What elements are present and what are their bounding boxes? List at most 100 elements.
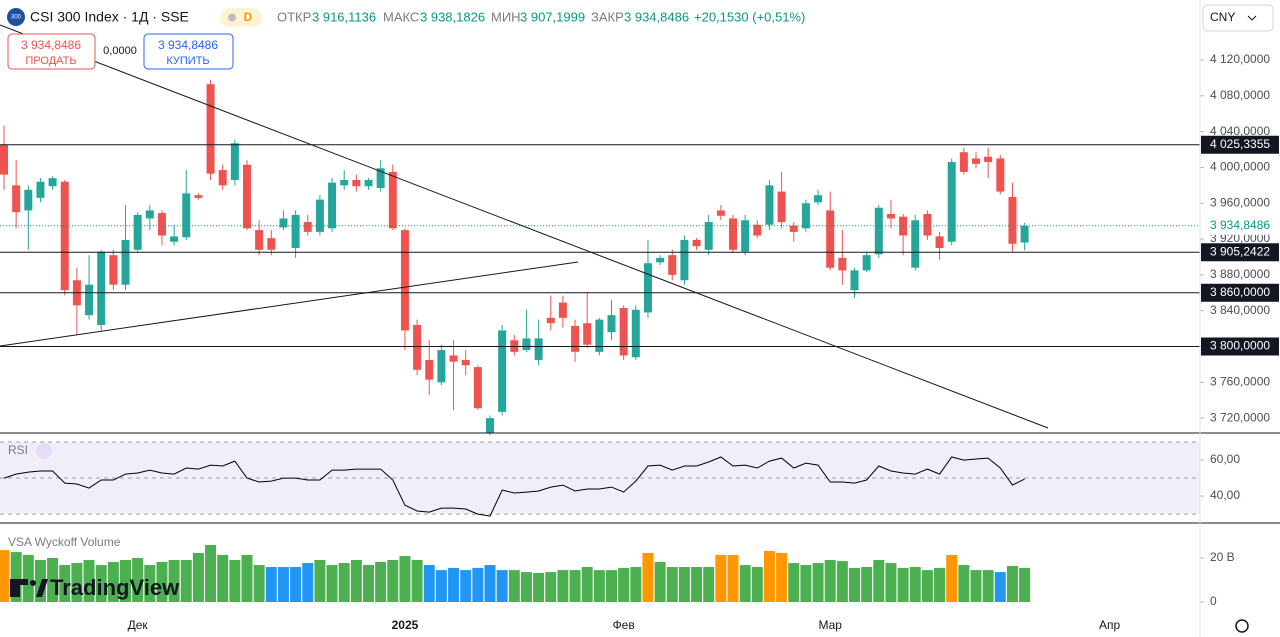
volume-bar xyxy=(59,565,71,602)
candle-body xyxy=(255,230,264,250)
candle-body xyxy=(558,302,567,318)
settings-icon[interactable] xyxy=(1235,619,1249,633)
level-label-box xyxy=(1201,283,1279,302)
level-label: 3 905,2422 xyxy=(1210,244,1270,258)
candle-body xyxy=(680,239,689,281)
volume-bar xyxy=(168,559,180,602)
volume-bar xyxy=(217,554,229,602)
chevron xyxy=(1247,15,1257,21)
level-label-box xyxy=(1201,337,1279,356)
spread: 0,0000 xyxy=(103,45,137,57)
candle-body xyxy=(534,338,543,360)
candle-body xyxy=(741,220,750,252)
y-tick-label: 3 960,0000 xyxy=(1210,195,1270,209)
x-tick-label: 2025 xyxy=(392,618,419,632)
volume-bar xyxy=(508,570,520,602)
candle-body xyxy=(133,214,142,250)
volume-bar xyxy=(776,552,788,602)
volume-bar xyxy=(642,552,654,602)
volume-bar xyxy=(132,558,144,602)
x-tick-label: Дек xyxy=(128,618,149,632)
candle-body xyxy=(874,207,883,255)
watermark-logo xyxy=(10,579,20,597)
candle-body xyxy=(206,84,215,174)
volume-bar xyxy=(253,565,265,602)
candle-body xyxy=(85,284,94,316)
candle-body xyxy=(729,218,737,250)
candle-body xyxy=(291,214,300,249)
candle-body xyxy=(668,255,677,275)
volume-bar xyxy=(1006,565,1018,602)
candle-body xyxy=(48,178,57,187)
y-tick-label: 0 xyxy=(1210,594,1217,608)
candle-body xyxy=(571,325,580,352)
rsi-line xyxy=(3,456,1025,517)
volume-bar xyxy=(849,567,860,602)
y-tick-label: 4 120,0000 xyxy=(1210,52,1270,66)
candle-body xyxy=(0,145,8,175)
watermark-logo xyxy=(36,579,48,597)
volume-bar xyxy=(751,567,763,602)
volume-bar xyxy=(581,567,593,602)
currency-button[interactable] xyxy=(1202,4,1274,32)
candle-body xyxy=(279,218,288,228)
candle-body xyxy=(267,238,276,250)
volume-bar xyxy=(95,565,107,602)
candle-body xyxy=(947,162,956,242)
candle-body xyxy=(643,263,652,313)
volume-bar xyxy=(241,554,253,602)
volume-bar xyxy=(302,563,314,602)
volume-bar xyxy=(229,559,241,602)
level-label-box xyxy=(1201,243,1279,262)
volume-bar xyxy=(460,570,472,602)
buy-button[interactable] xyxy=(143,33,234,70)
volume-label: VSA Wyckoff Volume xyxy=(8,535,121,549)
y-tick-label: 4 040,0000 xyxy=(1210,124,1270,138)
overlay: Дек 2025 Фев Мар Апр 4 025,3355 3 905,2422 3 86… xyxy=(128,135,1279,632)
badge-text: D xyxy=(244,10,253,24)
level-label: 3 800,0000 xyxy=(1210,339,1270,353)
rsi-icon[interactable] xyxy=(36,443,52,459)
volume-bar xyxy=(71,563,83,602)
candle-body xyxy=(364,179,373,187)
candle-body xyxy=(583,323,592,345)
volume-bar xyxy=(678,567,690,602)
volume-bar xyxy=(277,567,289,602)
interval-badge[interactable] xyxy=(220,8,262,27)
volume-bar xyxy=(180,559,192,602)
volume-bar xyxy=(533,572,545,602)
volume-bar xyxy=(885,563,897,602)
candle-body xyxy=(413,325,422,370)
volume-bar xyxy=(739,565,751,602)
watermark-logo xyxy=(30,580,36,586)
volume-bar xyxy=(824,559,836,602)
candle-body xyxy=(157,213,166,236)
volume-bar xyxy=(994,572,1006,602)
volume-bar xyxy=(363,565,374,602)
sell-label: ПРОДАТЬ xyxy=(25,55,76,67)
open-value: 3 916,1136 xyxy=(312,9,376,24)
level-label: 3 860,0000 xyxy=(1210,285,1270,299)
candle-body xyxy=(996,158,1005,192)
candle-body xyxy=(619,307,628,356)
candle-body xyxy=(109,255,118,285)
candle-body xyxy=(656,257,665,263)
candle-body xyxy=(886,213,895,219)
volume-bar xyxy=(946,554,958,602)
candle-body xyxy=(838,257,847,271)
sell-button[interactable] xyxy=(7,33,96,70)
candle-body xyxy=(984,156,993,163)
candle-body xyxy=(145,210,154,219)
volume-bar xyxy=(484,565,496,602)
candle-body xyxy=(425,359,434,380)
volume-bar xyxy=(290,567,302,602)
volume-bar xyxy=(593,570,605,602)
candle-body xyxy=(388,171,397,229)
candle-body xyxy=(352,179,361,187)
candle-body xyxy=(121,239,130,285)
volume-bar xyxy=(144,565,156,602)
candle-body xyxy=(826,210,835,268)
volume-bar xyxy=(873,559,885,602)
candle-body xyxy=(328,182,337,229)
